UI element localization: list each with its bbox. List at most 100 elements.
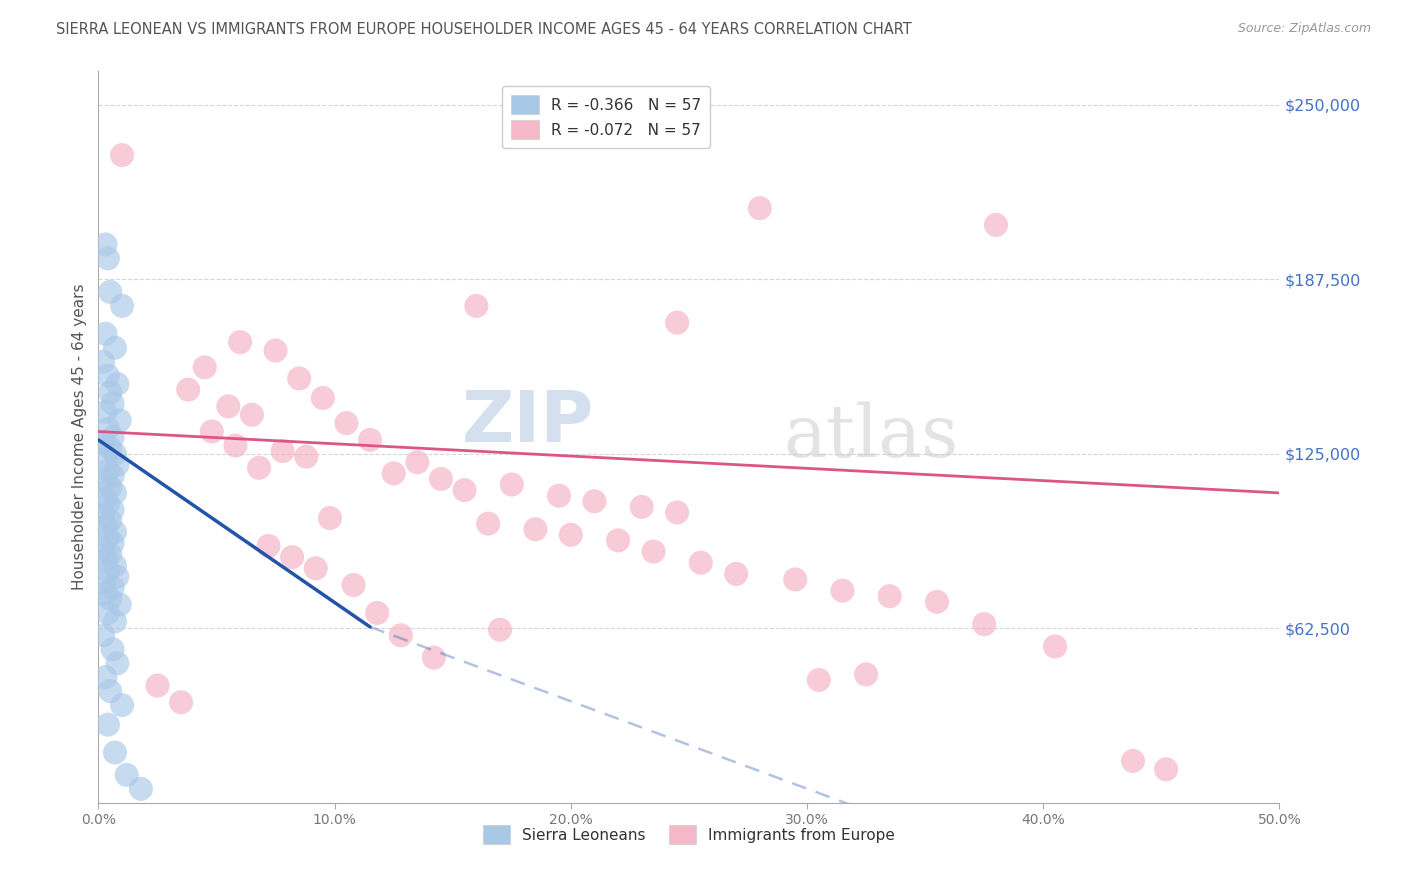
Point bbox=[94, 586, 117, 600]
Point bbox=[104, 558, 127, 573]
Point bbox=[453, 483, 475, 497]
Point bbox=[98, 285, 121, 299]
Y-axis label: Householder Income Ages 45 - 64 years: Householder Income Ages 45 - 64 years bbox=[72, 284, 87, 591]
Point bbox=[105, 569, 128, 583]
Point bbox=[489, 623, 512, 637]
Point bbox=[98, 592, 121, 607]
Point bbox=[104, 486, 127, 500]
Point bbox=[97, 606, 120, 620]
Point bbox=[973, 617, 995, 632]
Point bbox=[94, 553, 117, 567]
Point bbox=[630, 500, 652, 514]
Point bbox=[295, 450, 318, 464]
Point bbox=[104, 524, 127, 539]
Point bbox=[94, 237, 117, 252]
Point bbox=[104, 746, 127, 760]
Point bbox=[94, 326, 117, 341]
Point bbox=[91, 354, 114, 368]
Text: atlas: atlas bbox=[783, 401, 959, 473]
Point bbox=[91, 435, 114, 450]
Point bbox=[807, 673, 830, 687]
Point bbox=[477, 516, 499, 531]
Point bbox=[389, 628, 412, 642]
Point bbox=[94, 405, 117, 419]
Point bbox=[925, 595, 948, 609]
Point bbox=[583, 494, 606, 508]
Point bbox=[689, 556, 711, 570]
Point bbox=[305, 561, 328, 575]
Point bbox=[288, 371, 311, 385]
Point bbox=[94, 452, 117, 467]
Point bbox=[855, 667, 877, 681]
Point bbox=[105, 657, 128, 671]
Point bbox=[115, 768, 138, 782]
Point bbox=[129, 781, 152, 796]
Point bbox=[101, 642, 124, 657]
Point bbox=[98, 385, 121, 400]
Point bbox=[97, 252, 120, 266]
Point bbox=[831, 583, 853, 598]
Point bbox=[91, 628, 114, 642]
Point bbox=[108, 413, 131, 427]
Point bbox=[94, 519, 117, 533]
Point bbox=[548, 489, 571, 503]
Point bbox=[98, 547, 121, 561]
Point bbox=[111, 698, 134, 712]
Point bbox=[879, 589, 901, 603]
Point bbox=[423, 650, 446, 665]
Point bbox=[104, 447, 127, 461]
Point bbox=[101, 469, 124, 483]
Point bbox=[104, 341, 127, 355]
Point bbox=[97, 368, 120, 383]
Point bbox=[94, 491, 117, 506]
Point bbox=[105, 377, 128, 392]
Text: ZIP: ZIP bbox=[463, 388, 595, 457]
Point bbox=[382, 467, 405, 481]
Point bbox=[91, 575, 114, 590]
Point bbox=[430, 472, 453, 486]
Point bbox=[146, 679, 169, 693]
Point bbox=[97, 564, 120, 578]
Point bbox=[229, 335, 252, 350]
Point bbox=[97, 497, 120, 511]
Point bbox=[406, 455, 429, 469]
Point bbox=[98, 442, 121, 456]
Point bbox=[319, 511, 342, 525]
Point bbox=[560, 528, 582, 542]
Point bbox=[240, 408, 263, 422]
Point bbox=[194, 360, 217, 375]
Point bbox=[98, 684, 121, 698]
Legend: Sierra Leoneans, Immigrants from Europe: Sierra Leoneans, Immigrants from Europe bbox=[477, 819, 901, 850]
Point bbox=[217, 400, 239, 414]
Text: Source: ZipAtlas.com: Source: ZipAtlas.com bbox=[1237, 22, 1371, 36]
Point bbox=[748, 201, 770, 215]
Point bbox=[97, 422, 120, 436]
Point bbox=[257, 539, 280, 553]
Point bbox=[177, 383, 200, 397]
Point bbox=[101, 396, 124, 410]
Point bbox=[201, 425, 224, 439]
Point bbox=[607, 533, 630, 548]
Point bbox=[111, 148, 134, 162]
Point bbox=[101, 502, 124, 516]
Point bbox=[105, 458, 128, 472]
Point bbox=[101, 536, 124, 550]
Point bbox=[97, 464, 120, 478]
Point bbox=[91, 541, 114, 556]
Point bbox=[524, 522, 547, 536]
Point bbox=[271, 444, 294, 458]
Point bbox=[94, 670, 117, 684]
Point bbox=[725, 566, 748, 581]
Point bbox=[335, 416, 357, 430]
Point bbox=[264, 343, 287, 358]
Point bbox=[101, 581, 124, 595]
Point bbox=[1043, 640, 1066, 654]
Point bbox=[1154, 762, 1177, 776]
Point bbox=[465, 299, 488, 313]
Point bbox=[666, 316, 689, 330]
Point bbox=[170, 695, 193, 709]
Point bbox=[359, 433, 381, 447]
Point bbox=[1122, 754, 1144, 768]
Point bbox=[91, 508, 114, 523]
Point bbox=[98, 480, 121, 494]
